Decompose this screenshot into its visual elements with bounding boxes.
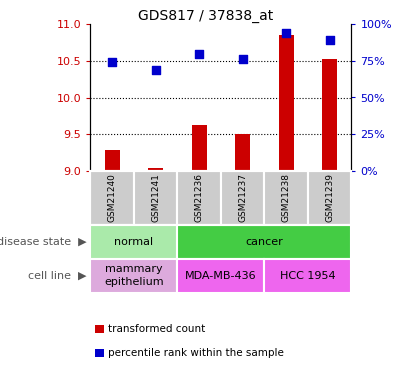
Text: MDA-MB-436: MDA-MB-436 [185,271,257,280]
Text: HCC 1954: HCC 1954 [280,271,336,280]
Point [326,38,333,44]
Point [196,51,203,57]
Bar [192,125,207,171]
Bar [322,60,337,171]
Text: GSM21241: GSM21241 [151,173,160,222]
Text: GSM21239: GSM21239 [325,173,334,222]
Point [239,57,246,63]
Text: normal: normal [114,237,153,247]
Text: GDS817 / 37838_at: GDS817 / 37838_at [138,9,273,23]
Point [283,30,289,36]
Bar [235,134,250,171]
Text: cancer: cancer [245,237,283,247]
Text: GSM21238: GSM21238 [282,173,291,222]
Text: GSM21240: GSM21240 [108,173,117,222]
Text: transformed count: transformed count [108,324,205,334]
Text: GSM21237: GSM21237 [238,173,247,222]
Text: cell line  ▶: cell line ▶ [28,271,86,280]
Point [109,58,115,64]
Bar [104,150,120,171]
Bar [148,168,163,171]
Text: percentile rank within the sample: percentile rank within the sample [108,348,284,358]
Bar [279,35,294,171]
Text: mammary
epithelium: mammary epithelium [104,264,164,287]
Text: disease state  ▶: disease state ▶ [0,237,86,247]
Text: GSM21236: GSM21236 [195,173,204,222]
Point [152,67,159,73]
